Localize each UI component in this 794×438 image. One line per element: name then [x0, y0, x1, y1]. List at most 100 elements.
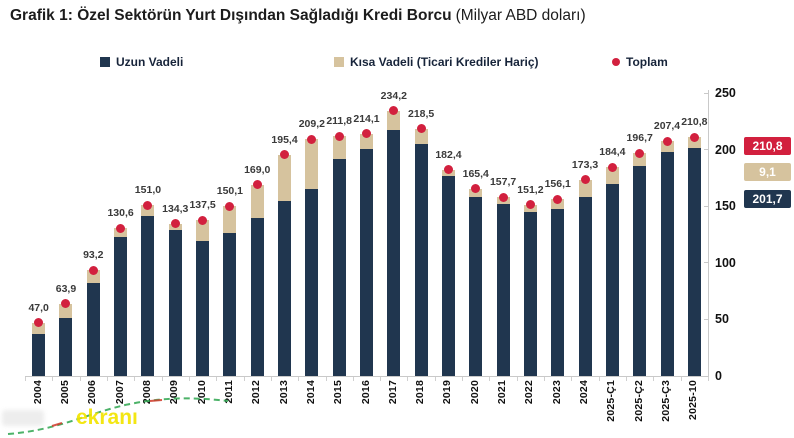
- data-label: 63,9: [55, 282, 77, 295]
- legend-item-total: Toplam: [612, 55, 668, 69]
- x-axis-category-label: 2017: [386, 380, 399, 405]
- bar-segment-long-term: [168, 230, 182, 376]
- y-axis-line: [708, 90, 709, 377]
- bar-segment-long-term: [551, 209, 565, 376]
- bar-segment-short-term: [551, 199, 565, 210]
- bar-segment-long-term: [305, 188, 319, 376]
- bar-segment-short-term: [360, 133, 373, 150]
- data-label: 93,2: [83, 249, 104, 262]
- total-marker-dot: [61, 299, 71, 309]
- data-label: 156,1: [544, 178, 571, 191]
- total-marker-dot: [34, 318, 44, 328]
- data-label: 211,8: [326, 115, 353, 128]
- bar-segment-long-term: [250, 218, 264, 376]
- bar-segment-short-term: [660, 141, 674, 153]
- x-axis-category-label: 2014: [304, 380, 317, 405]
- total-marker-dot: [580, 175, 590, 185]
- total-marker-dot: [170, 219, 180, 229]
- x-axis-category-label: 2025-Ç2: [632, 380, 645, 422]
- total-marker-dot: [252, 180, 262, 190]
- data-label: 210,8: [681, 116, 708, 129]
- data-label: 218,5: [407, 107, 435, 120]
- bar-segment-long-term: [633, 165, 647, 376]
- bar-segment-short-term: [578, 179, 592, 197]
- bar-segment-short-term: [305, 139, 319, 189]
- data-label: 157,7: [489, 176, 517, 189]
- total-marker-dot: [143, 200, 153, 210]
- data-label: 182,4: [435, 148, 462, 161]
- legend-square-beige-icon: [334, 57, 344, 67]
- x-axis-tick: [571, 377, 573, 381]
- y-axis-tick-label: 150: [715, 199, 736, 214]
- total-marker-dot: [635, 148, 645, 158]
- watermark-faded-logo: [2, 410, 44, 426]
- total-marker-dot: [88, 265, 98, 275]
- data-label: 234,2: [380, 89, 407, 102]
- x-axis-tick: [270, 377, 272, 381]
- data-label: 184,4: [599, 146, 626, 159]
- bar-segment-short-term: [332, 136, 346, 160]
- x-axis-tick: [407, 377, 409, 381]
- x-axis-category-label: 2015: [332, 380, 345, 405]
- legend-label: Toplam: [626, 55, 668, 69]
- data-label: 214,1: [353, 112, 380, 125]
- x-axis-tick: [106, 377, 108, 381]
- callout-short-term-badge: 9,1: [744, 163, 791, 181]
- y-axis-tick-label: 50: [715, 312, 729, 327]
- y-axis-tick: [704, 318, 709, 320]
- y-axis-tick-label: 250: [715, 86, 736, 100]
- bar-segment-short-term: [469, 188, 483, 198]
- x-axis-category-label: 2006: [86, 380, 99, 405]
- bar-segment-long-term: [196, 241, 210, 376]
- x-axis-category-label: 2018: [414, 380, 427, 405]
- x-axis-category-label: 2025-Ç1: [605, 380, 618, 422]
- x-axis-category-label: 2016: [359, 380, 372, 405]
- y-axis-tick-label: 0: [715, 369, 722, 383]
- total-marker-dot: [198, 215, 208, 225]
- legend-item-short-term: Kısa Vadeli (Ticari Krediler Hariç): [334, 55, 539, 69]
- x-axis-tick: [434, 377, 436, 381]
- total-marker-dot: [362, 129, 371, 139]
- data-label: 134,3: [162, 202, 189, 215]
- bar-segment-short-term: [605, 167, 619, 184]
- x-axis-tick: [680, 377, 682, 381]
- legend-label: Uzun Vadeli: [116, 55, 184, 69]
- total-marker-dot: [334, 131, 344, 141]
- y-axis-tick: [704, 205, 709, 207]
- x-axis-category-label: 2019: [441, 380, 454, 405]
- bar-segment-long-term: [578, 196, 592, 376]
- legend-dot-red-icon: [612, 58, 620, 66]
- x-axis-category-label: 2008: [140, 380, 153, 405]
- y-axis-tick: [704, 149, 709, 151]
- x-axis-category-label: 2021: [496, 380, 509, 405]
- x-axis-category-label: 2022: [523, 380, 536, 405]
- chart-title: Grafik 1: Özel Sektörün Yurt Dışından Sa…: [10, 7, 586, 25]
- x-axis-tick: [325, 377, 327, 381]
- x-axis-tick: [25, 377, 26, 381]
- chart-title-main: Grafik 1: Özel Sektörün Yurt Dışından Sa…: [10, 7, 452, 24]
- bar-segment-short-term: [223, 206, 237, 234]
- x-axis-category-label: 2005: [58, 380, 71, 405]
- bar-segment-long-term: [59, 318, 73, 376]
- bar-segment-short-term: [387, 110, 401, 131]
- x-axis-category-label: 2020: [468, 380, 481, 405]
- bar-segment-long-term: [278, 200, 292, 376]
- bar-segment-short-term: [141, 205, 155, 216]
- x-axis-tick: [52, 377, 54, 381]
- x-axis-category-label: 2011: [222, 380, 235, 404]
- legend-item-long-term: Uzun Vadeli: [100, 55, 183, 69]
- x-axis-tick: [489, 377, 491, 381]
- legend-square-navy-icon: [100, 57, 110, 67]
- total-marker-dot: [525, 200, 535, 210]
- x-axis-category-label: 2012: [250, 380, 263, 405]
- total-marker-dot: [416, 124, 426, 134]
- bar-segment-long-term: [387, 130, 401, 376]
- total-marker-dot: [662, 136, 672, 146]
- x-axis-category-label: 2007: [113, 380, 126, 405]
- bar-segment-long-term: [360, 149, 373, 376]
- data-label: 195,4: [271, 133, 298, 146]
- total-marker-dot: [307, 134, 317, 144]
- callout-total-badge: 210,8: [744, 137, 791, 155]
- total-marker-dot: [471, 184, 481, 194]
